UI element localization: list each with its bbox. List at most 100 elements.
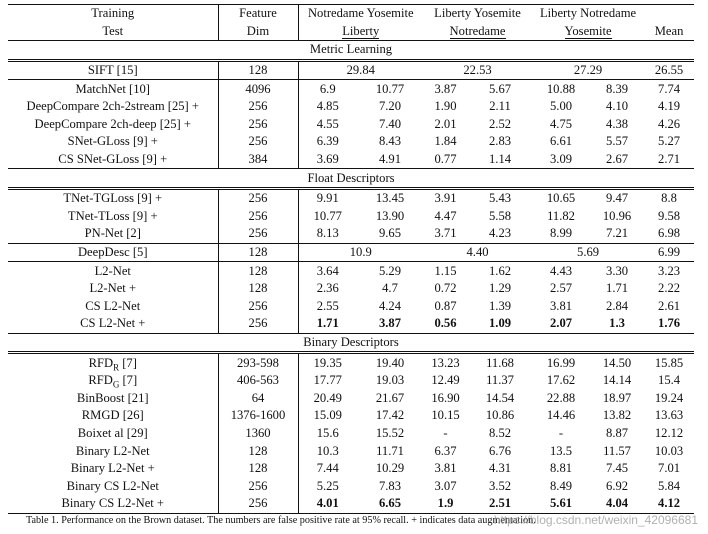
value-mean: 8.8 [644, 186, 695, 208]
value-cell: 11.37 [486, 373, 514, 388]
value-cell: 4.7 [382, 281, 398, 296]
value-cell: 19.03 [375, 373, 405, 388]
value-liberty: 10.9 [297, 242, 424, 262]
value-cell-best: 1.09 [489, 316, 512, 331]
value-mean: 9.58 [658, 208, 681, 223]
value-cell: 4.85 [297, 97, 357, 116]
table-row: SNet-GLoss [9] + 256 6.39 8.43 1.84 2.83… [8, 133, 694, 151]
method-name-ref: [7] [119, 373, 138, 388]
value-cell: 1.29 [489, 281, 512, 296]
value-cell: 9.91 [297, 186, 357, 208]
table-row: L2-Net 128 3.64 5.29 1.15 1.62 4.43 3.30… [8, 261, 695, 280]
table-row: DeepCompare 2ch-2stream [25] + 256 4.85 … [8, 97, 694, 116]
value-cell: 6.92 [606, 478, 629, 493]
table-row: CS L2-Net 256 2.55 4.24 0.87 1.39 3.81 2… [8, 297, 694, 316]
feature-dim: 293-598 [218, 351, 298, 372]
value-cell: 6.37 [434, 443, 457, 458]
value-cell: 3.09 [550, 152, 573, 167]
value-cell: 8.81 [550, 461, 573, 476]
feature-dim: 256 [248, 478, 268, 493]
value-cell-best: 4.04 [590, 495, 645, 514]
value-cell: 4.38 [606, 116, 629, 131]
value-cell: 2.36 [297, 279, 357, 298]
value-cell: 8.39 [590, 79, 645, 98]
header-training-label: Training [8, 3, 219, 23]
value-cell: 5.43 [468, 186, 533, 208]
table-row: CS L2-Net + 256 1.71 3.87 0.56 1.09 2.07… [8, 315, 694, 334]
method-name: CS L2-Net + [8, 315, 219, 334]
value-cell: 17.77 [297, 371, 357, 390]
feature-dim: 128 [218, 242, 298, 262]
value-cell: 4.55 [297, 115, 357, 134]
value-cell: 19.40 [357, 351, 424, 372]
table-row: RFDG [7] 406-563 17.77 19.03 12.49 11.37… [8, 371, 694, 390]
value-cell: 0.77 [434, 152, 457, 167]
value-mean: 12.12 [654, 425, 684, 440]
value-cell: 14.50 [590, 351, 645, 372]
value-cell: 10.77 [357, 79, 424, 98]
value-cell: 11.68 [468, 351, 533, 372]
method-name: RFDG [7] [8, 371, 219, 390]
value-mean: 5.27 [658, 134, 681, 149]
table-row: Binary CS L2-Net + 256 4.01 6.65 1.9 2.5… [8, 495, 695, 514]
section-row: Binary Descriptors [8, 332, 695, 353]
value-cell: 1.62 [468, 261, 533, 280]
value-cell: 2.11 [489, 99, 511, 114]
value-mean: 10.03 [654, 443, 684, 458]
table-row: MatchNet [10] 4096 6.9 10.77 3.87 5.67 1… [8, 79, 695, 98]
value-cell: 7.83 [378, 478, 402, 493]
value-cell: 7.20 [378, 99, 402, 114]
header-test-notredame-text: Notredame [449, 23, 506, 39]
method-name: Binary CS L2-Net [8, 477, 219, 496]
section-title-binary: Binary Descriptors [8, 332, 695, 353]
value-cell: 7.45 [606, 461, 629, 476]
feature-dim: 256 [248, 316, 268, 331]
feature-dim: 1360 [245, 425, 271, 440]
value-mean-best: 4.12 [644, 495, 695, 514]
value-mean: 26.55 [644, 58, 695, 80]
value-cell: 7.21 [606, 226, 629, 241]
value-mean: 15.85 [644, 351, 695, 372]
feature-dim: 406-563 [237, 373, 279, 388]
feature-dim: 128 [248, 443, 268, 458]
value-cell: 1.90 [434, 99, 457, 114]
header-training-pair-1: Notredame Yosemite [297, 3, 424, 23]
feature-dim: 256 [248, 116, 268, 131]
value-cell: 4.10 [606, 99, 629, 114]
value-cell: 2.52 [489, 116, 512, 131]
value-cell: 8.43 [378, 134, 402, 149]
value-cell: 9.47 [590, 186, 645, 208]
feature-dim: 256 [218, 495, 298, 514]
value-cell: - [443, 425, 448, 440]
feature-dim: 384 [248, 152, 268, 167]
method-name-base: RFD [88, 355, 114, 370]
value-mean: 7.74 [644, 79, 695, 98]
table-caption: Table 1. Performance on the Brown datase… [26, 515, 536, 526]
table-row: RMGD [26] 1376-1600 15.09 17.42 10.15 10… [8, 407, 694, 425]
value-cell: 7.44 [297, 459, 357, 478]
value-mean-best: 1.76 [658, 316, 681, 331]
value-cell: 5.57 [606, 134, 629, 149]
value-cell: 19.35 [297, 351, 357, 372]
header-row-test: Test Dim Liberty Notredame Yosemite Mean [8, 22, 694, 41]
value-cell: 6.39 [297, 133, 357, 151]
method-name-ref: [7] [119, 355, 137, 370]
value-yosemite: 5.69 [532, 242, 645, 262]
method-name: PN-Net [2] [8, 225, 219, 244]
value-yosemite: 27.29 [532, 58, 645, 80]
feature-dim: 128 [248, 281, 268, 296]
value-cell: 20.49 [297, 389, 357, 408]
value-cell: 3.07 [434, 478, 457, 493]
method-name: Binary L2-Net + [8, 459, 219, 478]
value-mean: 15.4 [658, 373, 681, 388]
value-cell: 3.87 [423, 79, 469, 98]
table-row: BinBoost [21] 64 20.49 21.67 16.90 14.54… [8, 389, 694, 408]
value-cell: 8.52 [489, 425, 512, 440]
feature-dim: 4096 [218, 79, 298, 98]
table-row: Binary CS L2-Net 256 5.25 7.83 3.07 3.52… [8, 477, 694, 496]
value-notredame: 4.40 [423, 242, 533, 262]
feature-dim: 256 [248, 99, 268, 114]
value-cell: 2.01 [434, 116, 457, 131]
value-cell: 11.57 [603, 443, 631, 458]
value-mean: 7.01 [658, 461, 681, 476]
